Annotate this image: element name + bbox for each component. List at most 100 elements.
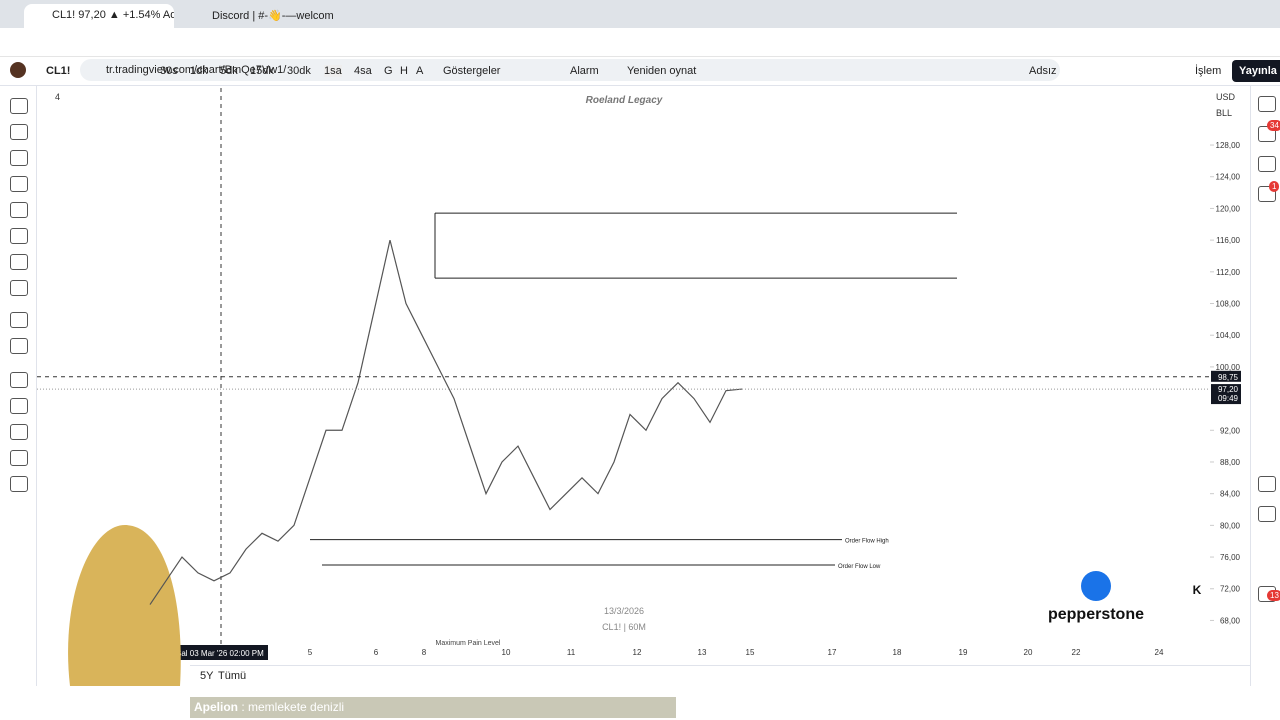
level-label: Order Flow High bbox=[845, 539, 889, 545]
watermark: Roeland Legacy bbox=[586, 95, 663, 106]
tab[interactable]: CL1! 97,20 ▲ +1.54% Adsız bbox=[24, 4, 174, 28]
bottom-bar: 5Y Tümü bbox=[190, 665, 1250, 688]
tool[interactable] bbox=[10, 98, 28, 114]
badge: 1 bbox=[1269, 181, 1280, 192]
x-tick-label: 22 bbox=[1072, 648, 1081, 657]
symbol[interactable]: CL1! bbox=[46, 65, 71, 77]
tab[interactable]: Discord | #-👋-—welcome-good bbox=[212, 10, 334, 22]
y-tick-label: 88,00 bbox=[1220, 458, 1241, 467]
tool[interactable] bbox=[10, 338, 28, 354]
interval[interactable]: 1dk bbox=[190, 65, 208, 77]
cursor-date-box bbox=[172, 645, 268, 660]
tool[interactable] bbox=[1258, 506, 1276, 522]
interval[interactable]: 15dk bbox=[250, 65, 274, 77]
center-date: 13/3/2026 bbox=[604, 606, 644, 616]
tool[interactable] bbox=[10, 176, 28, 192]
y-tick-label: 80,00 bbox=[1220, 521, 1241, 530]
price-line bbox=[149, 239, 743, 605]
tool[interactable] bbox=[10, 450, 28, 466]
chat-user: Apelion bbox=[194, 700, 238, 714]
tool[interactable] bbox=[10, 228, 28, 244]
right-toolbar: 34 1 13 bbox=[1250, 86, 1280, 686]
y-tick-label: 112,00 bbox=[1216, 268, 1240, 277]
tool[interactable] bbox=[10, 476, 28, 492]
chat-text: : memlekete denizli bbox=[241, 700, 345, 714]
tool[interactable] bbox=[10, 202, 28, 218]
tool[interactable] bbox=[10, 254, 28, 270]
badge: 34 bbox=[1267, 120, 1280, 131]
interval[interactable]: H bbox=[400, 65, 408, 77]
y-tick-label: 104,00 bbox=[1216, 331, 1241, 340]
tool[interactable] bbox=[10, 312, 28, 328]
interval[interactable]: 4sa bbox=[354, 65, 372, 77]
x-tick-label: 6 bbox=[374, 648, 379, 657]
drawing-toolbar bbox=[0, 86, 37, 686]
x-tick-label: 19 bbox=[959, 648, 968, 657]
y-tick-label: 124,00 bbox=[1216, 173, 1241, 182]
x-tick-label: 18 bbox=[893, 648, 902, 657]
tool[interactable] bbox=[10, 398, 28, 414]
brand-logo bbox=[1081, 571, 1111, 601]
tool[interactable] bbox=[10, 124, 28, 140]
y-tick-label: 100,00 bbox=[1216, 363, 1241, 372]
range[interactable]: 5Y bbox=[200, 670, 214, 682]
center-symbol: CL1! | 60M bbox=[602, 622, 646, 632]
legend-count: 4 bbox=[55, 92, 60, 102]
tool[interactable] bbox=[10, 280, 28, 296]
crosshair-price: 98,75 bbox=[1218, 373, 1239, 382]
tool[interactable] bbox=[1258, 186, 1276, 202]
x-tick-label: 24 bbox=[1155, 648, 1164, 657]
tool[interactable] bbox=[1258, 156, 1276, 172]
y-tick-label: 84,00 bbox=[1220, 490, 1241, 499]
x-tick-label: 17 bbox=[828, 648, 837, 657]
pain-label: Maximum Pain Level bbox=[436, 640, 501, 647]
level-label: Order Flow Low bbox=[838, 564, 881, 570]
range[interactable]: Tümü bbox=[218, 670, 247, 682]
y-tick-label: 128,00 bbox=[1216, 141, 1241, 150]
y-tick-label: 68,00 bbox=[1220, 616, 1241, 625]
publish-button[interactable]: Yayınla bbox=[1232, 60, 1280, 82]
interval[interactable]: 30s bbox=[160, 65, 178, 77]
tool[interactable] bbox=[10, 372, 28, 388]
tool[interactable] bbox=[10, 424, 28, 440]
interval[interactable]: A bbox=[416, 65, 424, 77]
alarm[interactable]: Alarm bbox=[570, 65, 599, 77]
layout-name[interactable]: Adsız bbox=[1029, 65, 1057, 77]
y-tick-label: 108,00 bbox=[1216, 300, 1241, 309]
indicators[interactable]: Göstergeler bbox=[443, 65, 501, 77]
y-tick-label: 72,00 bbox=[1220, 585, 1241, 594]
interval[interactable]: 5dk bbox=[220, 65, 238, 77]
tool[interactable] bbox=[1258, 96, 1276, 112]
brand: pepperstone bbox=[1048, 606, 1144, 623]
countdown: 09:49 bbox=[1218, 394, 1239, 403]
y-tick-label: 76,00 bbox=[1220, 553, 1241, 562]
crosshair-price-box bbox=[1211, 370, 1241, 382]
x-tick-label: 13 bbox=[698, 648, 707, 657]
x-tick-label: 11 bbox=[567, 648, 576, 657]
tool[interactable] bbox=[10, 150, 28, 166]
chat-message: Apelion : memlekete denizli bbox=[190, 697, 676, 718]
y-tick-label: 120,00 bbox=[1216, 204, 1241, 213]
replay[interactable]: Yeniden oynat bbox=[627, 65, 697, 77]
chart: Roeland Legacy 4 USD BLL 13/3/2026 CL1! … bbox=[37, 88, 1241, 686]
x-tick-label: 12 bbox=[633, 648, 642, 657]
last-price-box bbox=[1211, 384, 1241, 405]
x-tick-label: 20 bbox=[1024, 648, 1033, 657]
trade[interactable]: İşlem bbox=[1195, 65, 1222, 77]
cursor-date: Sal 03 Mar '26 02:00 PM bbox=[176, 649, 264, 658]
currency: USD bbox=[1216, 92, 1236, 102]
unit: BLL bbox=[1216, 108, 1232, 118]
interval[interactable]: G bbox=[384, 65, 393, 77]
x-tick-label: 5 bbox=[308, 648, 313, 657]
streamer-avatar bbox=[68, 525, 181, 686]
interval[interactable]: 30dk bbox=[287, 65, 311, 77]
x-tick-label: 10 bbox=[502, 648, 511, 657]
tab-strip: CL1! 97,20 ▲ +1.54% Adsız Discord | #-👋-… bbox=[0, 0, 1280, 28]
y-tick-label: 116,00 bbox=[1216, 236, 1240, 245]
last-price: 97,20 bbox=[1218, 385, 1239, 394]
interval[interactable]: 1sa bbox=[324, 65, 342, 77]
tool[interactable] bbox=[1258, 476, 1276, 492]
y-tick-label: 92,00 bbox=[1220, 426, 1241, 435]
